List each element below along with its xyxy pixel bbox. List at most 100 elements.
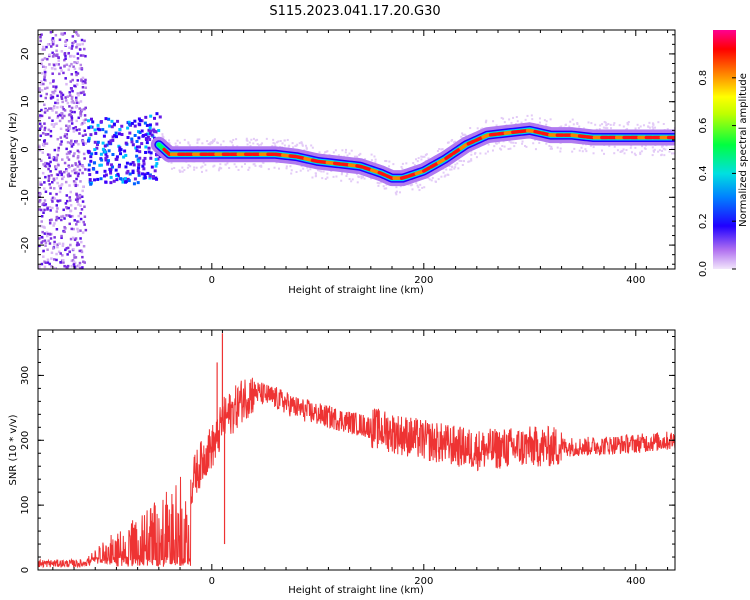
spectrogram-marks bbox=[38, 30, 675, 269]
spectrogram-noise-pixel bbox=[71, 236, 75, 240]
spectrogram-scatter-pixel bbox=[272, 138, 275, 141]
spectrogram-ridge-core bbox=[436, 157, 446, 165]
spectrogram-blob-pixel bbox=[89, 125, 93, 129]
spectrogram-scatter-pixel bbox=[281, 142, 284, 145]
spectrogram-blob-pixel bbox=[93, 128, 97, 132]
spectrogram-scatter-pixel bbox=[370, 153, 373, 156]
spectrogram-noise-pixel bbox=[63, 114, 66, 118]
spectrogram-noise-pixel bbox=[38, 89, 41, 92]
spectrogram-noise-pixel bbox=[54, 101, 57, 105]
spectrogram-noise-pixel bbox=[63, 58, 66, 62]
spectrogram-noise-pixel bbox=[71, 35, 75, 38]
spectrogram-noise-pixel bbox=[40, 241, 43, 244]
spectrogram-noise-pixel bbox=[51, 196, 55, 200]
spectrogram-ridge-core bbox=[459, 142, 468, 151]
spectrogram-scatter-pixel bbox=[217, 169, 220, 172]
spectrogram-blob-pixel bbox=[142, 162, 146, 166]
spectrogram-noise-pixel bbox=[43, 71, 47, 74]
spectrogram-scatter-pixel bbox=[486, 150, 489, 153]
spectrogram-noise-pixel bbox=[69, 209, 72, 213]
spectrogram-noise-pixel bbox=[60, 173, 63, 177]
spectrogram-scatter-pixel bbox=[240, 165, 243, 168]
spectrogram-blob-pixel bbox=[126, 135, 130, 139]
spectrogram-noise-pixel bbox=[44, 244, 47, 248]
spectrogram-noise-pixel bbox=[40, 125, 43, 128]
spectrogram-noise-pixel bbox=[39, 181, 42, 184]
spectrogram-noise-pixel bbox=[68, 127, 72, 130]
spectrogram-noise-pixel bbox=[46, 162, 49, 165]
spectrogram-noise-pixel bbox=[73, 152, 76, 155]
spectrogram-blob-pixel bbox=[94, 151, 98, 155]
spectrogram-blob-pixel bbox=[118, 146, 122, 150]
spectrogram-scatter-pixel bbox=[560, 125, 563, 128]
spectrogram-scatter-pixel bbox=[627, 121, 630, 124]
spectrogram-scatter-pixel bbox=[520, 121, 523, 124]
spectrogram-noise-pixel bbox=[61, 215, 65, 218]
spectrogram-noise-pixel bbox=[68, 250, 71, 254]
spectrogram-scatter-pixel bbox=[376, 181, 379, 184]
spectrogram-noise-pixel bbox=[75, 98, 78, 102]
spectrogram-noise-pixel bbox=[46, 43, 50, 46]
spectrogram-noise-pixel bbox=[57, 63, 60, 66]
spectrogram-scatter-pixel bbox=[572, 123, 575, 126]
spectrogram-noise-pixel bbox=[40, 215, 44, 218]
spectrogram-noise-pixel bbox=[73, 171, 77, 175]
spectrogram-blob-pixel bbox=[150, 165, 154, 169]
spectrogram-noise-pixel bbox=[65, 152, 69, 156]
spectrogram-scatter-pixel bbox=[254, 139, 257, 142]
snr-panel: 0 200 400 0 100 200 300 Height of straight lin… bbox=[8, 329, 676, 596]
spectrogram-noise-pixel bbox=[73, 256, 76, 259]
spectrogram-scatter-pixel bbox=[604, 121, 607, 124]
spectrogram-blob-pixel bbox=[94, 131, 98, 135]
spectrogram-noise-pixel bbox=[74, 207, 77, 210]
spectrogram-scatter-pixel bbox=[451, 138, 454, 141]
spectrogram-noise-pixel bbox=[46, 133, 50, 136]
spectrogram-noise-pixel bbox=[72, 101, 76, 105]
spectrogram-scatter-pixel bbox=[622, 125, 625, 128]
spectrogram-noise-pixel bbox=[55, 85, 58, 89]
spectrogram-scatter-pixel bbox=[300, 141, 303, 144]
spectrogram-scatter-pixel bbox=[625, 149, 628, 152]
spectrogram-scatter-pixel bbox=[513, 145, 516, 148]
spectrogram-scatter-pixel bbox=[346, 154, 349, 157]
spectrogram-noise-pixel bbox=[59, 252, 62, 255]
spectrogram-scatter-pixel bbox=[443, 175, 446, 178]
spectrogram-scatter-pixel bbox=[499, 147, 502, 150]
spectrogram-scatter-pixel bbox=[532, 142, 535, 145]
spectrogram-ridge-core bbox=[414, 169, 424, 176]
spectrogram-blob-pixel bbox=[117, 165, 121, 169]
spectrogram-noise-pixel bbox=[70, 106, 74, 110]
spectrogram-noise-pixel bbox=[81, 189, 84, 193]
spectrogram-noise-pixel bbox=[52, 125, 56, 128]
spectrogram-scatter-pixel bbox=[360, 177, 363, 180]
spectrogram-scatter-pixel bbox=[274, 144, 277, 147]
spectrogram-blob-pixel bbox=[120, 132, 124, 136]
spectrogram-noise-pixel bbox=[55, 166, 59, 169]
spectrogram-scatter-pixel bbox=[460, 135, 463, 138]
spectrogram-scatter-pixel bbox=[431, 176, 434, 179]
spectrogram-noise-pixel bbox=[82, 166, 85, 169]
spectrogram-noise-pixel bbox=[64, 77, 67, 80]
spectrogram-noise-pixel bbox=[38, 145, 41, 149]
spectrogram-scatter-pixel bbox=[613, 122, 616, 125]
spectrogram-scatter-pixel bbox=[301, 144, 304, 147]
spectrogram-noise-pixel bbox=[70, 115, 73, 118]
spectrogram-scatter-pixel bbox=[209, 143, 212, 146]
spectrogram-noise-pixel bbox=[76, 174, 80, 178]
spectrogram-noise-pixel bbox=[61, 100, 64, 104]
spectrogram-scatter-pixel bbox=[500, 148, 503, 151]
spectrogram-noise-pixel bbox=[52, 187, 56, 190]
spectrogram-scatter-pixel bbox=[658, 149, 661, 152]
spectrogram-noise-pixel bbox=[43, 111, 47, 114]
spectrogram-scatter-pixel bbox=[382, 185, 385, 188]
spectrogram-noise-pixel bbox=[61, 244, 65, 248]
spectrogram-noise-pixel bbox=[50, 257, 53, 260]
spectrogram-blob-pixel bbox=[109, 167, 113, 171]
spectrogram-noise-pixel bbox=[51, 119, 54, 122]
spectrogram-scatter-pixel bbox=[662, 123, 665, 126]
spectrogram-scatter-pixel bbox=[450, 168, 453, 171]
spectrogram-scatter-pixel bbox=[476, 127, 479, 130]
spectrogram-blob-pixel bbox=[89, 182, 93, 186]
spectrogram-scatter-pixel bbox=[289, 165, 292, 168]
spectrogram-scatter-pixel bbox=[485, 119, 488, 122]
